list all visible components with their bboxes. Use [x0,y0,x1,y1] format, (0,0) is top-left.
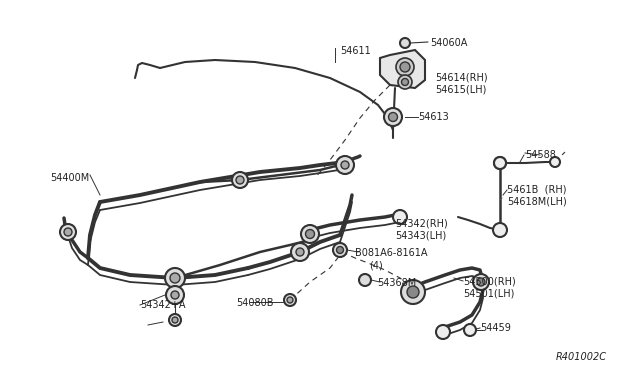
Circle shape [60,224,76,240]
Text: 54342(RH): 54342(RH) [395,218,448,228]
Circle shape [305,230,314,238]
Text: 54611: 54611 [340,46,371,56]
Circle shape [341,161,349,169]
Circle shape [493,223,507,237]
Circle shape [473,274,489,290]
Circle shape [407,286,419,298]
Text: 54501(LH): 54501(LH) [463,289,515,299]
Text: 5461B  (RH): 5461B (RH) [507,185,566,195]
Text: 54459: 54459 [480,323,511,333]
Circle shape [398,75,412,89]
Circle shape [401,78,408,86]
Text: 54615(LH): 54615(LH) [435,84,486,94]
Circle shape [64,228,72,236]
Circle shape [172,317,178,323]
Circle shape [301,225,319,243]
Circle shape [284,294,296,306]
Circle shape [400,38,410,48]
Circle shape [401,280,425,304]
Circle shape [296,248,304,256]
Circle shape [232,172,248,188]
Circle shape [337,247,344,253]
Text: 54613: 54613 [418,112,449,122]
Text: 54400M: 54400M [50,173,89,183]
Circle shape [169,314,181,326]
Circle shape [550,157,560,167]
Circle shape [236,176,244,184]
Text: 54060A: 54060A [430,38,467,48]
Circle shape [166,286,184,304]
Text: 54368M: 54368M [377,278,416,288]
Circle shape [388,112,397,122]
Circle shape [287,297,293,303]
Text: 54588: 54588 [525,150,556,160]
Circle shape [464,324,476,336]
Circle shape [333,243,347,257]
Text: 54500(RH): 54500(RH) [463,277,516,287]
Text: 54618M(LH): 54618M(LH) [507,197,567,207]
Circle shape [359,274,371,286]
Text: 54614(RH): 54614(RH) [435,72,488,82]
Circle shape [494,157,506,169]
Circle shape [291,243,309,261]
Circle shape [436,325,450,339]
Text: 54343(LH): 54343(LH) [395,230,446,240]
Circle shape [336,156,354,174]
Circle shape [400,62,410,72]
Circle shape [171,291,179,299]
Circle shape [477,278,485,286]
Circle shape [165,268,185,288]
Circle shape [393,210,407,224]
Text: 54080B: 54080B [236,298,273,308]
Circle shape [494,157,506,169]
Text: B081A6-8161A: B081A6-8161A [355,248,428,258]
Text: R401002C: R401002C [556,352,607,362]
Polygon shape [380,50,425,88]
Circle shape [384,108,402,126]
Circle shape [396,58,414,76]
Text: (4): (4) [369,260,383,270]
Circle shape [170,273,180,283]
Text: 54342+A: 54342+A [140,300,186,310]
